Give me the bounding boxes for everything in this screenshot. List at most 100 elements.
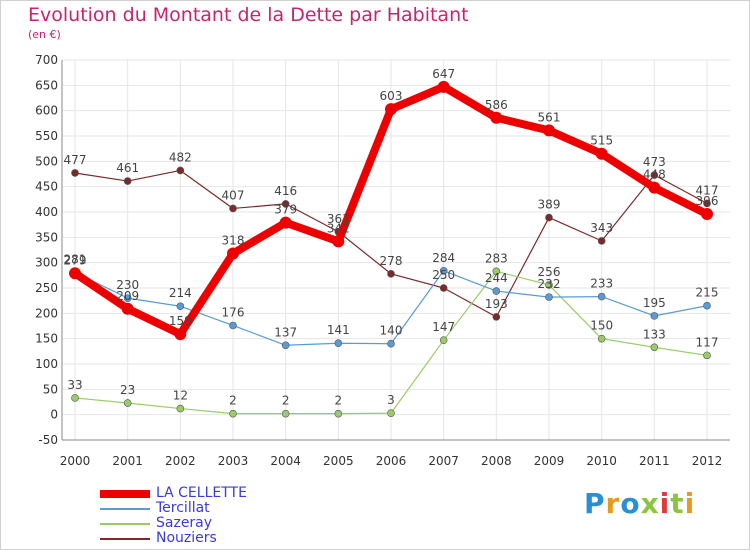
data-label: 416: [274, 184, 297, 198]
data-label: 343: [590, 221, 613, 235]
data-point: [648, 181, 661, 194]
x-tick-label: 2006: [376, 454, 407, 468]
x-tick-label: 2009: [534, 454, 565, 468]
logo-letter: r: [605, 487, 621, 520]
data-label: 12: [173, 389, 188, 403]
y-tick-label: 50: [43, 382, 58, 396]
x-tick-label: 2010: [586, 454, 617, 468]
data-label: 284: [432, 251, 455, 265]
legend-item: Nouziers: [100, 531, 247, 546]
x-tick-label: 2007: [428, 454, 459, 468]
data-label: 230: [116, 278, 139, 292]
data-point: [703, 301, 711, 310]
legend-label: LA CELLETTE: [156, 485, 247, 501]
data-point: [281, 409, 290, 418]
data-point: [123, 399, 132, 407]
data-point: [281, 341, 290, 350]
data-point: [545, 213, 553, 222]
data-point: [121, 302, 134, 315]
data-point: [492, 313, 501, 321]
data-point: [174, 328, 187, 341]
legend-item: LA CELLETTE: [100, 486, 247, 501]
legend-label: Sazeray: [156, 515, 213, 531]
data-point: [545, 293, 553, 301]
data-point: [597, 292, 606, 301]
x-tick-label: 2011: [639, 454, 670, 468]
x-tick-label: 2001: [112, 454, 143, 468]
data-label: 448: [643, 168, 666, 182]
data-point: [650, 312, 659, 320]
data-label: 147: [432, 320, 455, 334]
data-label: 150: [590, 319, 613, 333]
y-tick-label: 300: [35, 256, 58, 270]
data-point: [701, 208, 713, 221]
data-point: [176, 404, 185, 413]
data-label: 283: [485, 251, 508, 265]
data-point: [545, 281, 553, 289]
data-label: 279: [64, 253, 87, 267]
legend-swatch: [100, 537, 150, 540]
data-label: 379: [274, 203, 297, 217]
data-label: 133: [643, 327, 666, 341]
legend-label: Tercillat: [156, 500, 210, 516]
logo-letter: i: [659, 487, 671, 520]
legend-item: Sazeray: [100, 516, 247, 531]
data-point: [595, 147, 608, 160]
data-point: [229, 409, 237, 418]
legend-swatch: [100, 507, 150, 510]
chart-legend: LA CELLETTE Tercillat Sazeray Nouziers: [100, 486, 247, 546]
data-point: [650, 171, 659, 179]
data-label: 396: [696, 194, 719, 208]
data-point: [703, 351, 711, 360]
data-label: 137: [274, 325, 297, 339]
data-label: 141: [327, 323, 350, 337]
data-label: 278: [380, 254, 403, 268]
legend-swatch: [100, 489, 150, 498]
legend-label: Nouziers: [156, 530, 217, 546]
data-point: [229, 204, 237, 213]
y-tick-label: 400: [35, 205, 58, 219]
data-point: [439, 284, 448, 292]
data-label: 342: [327, 221, 350, 235]
data-label: 256: [538, 265, 561, 279]
data-label: 140: [380, 324, 403, 338]
y-tick-label: -50: [38, 433, 58, 447]
data-label: 244: [485, 271, 508, 285]
data-label: 647: [432, 67, 455, 81]
data-label: 461: [116, 161, 139, 175]
logo-letter: i: [684, 487, 696, 520]
data-point: [332, 235, 345, 248]
y-tick-label: 150: [35, 332, 58, 346]
data-label: 389: [538, 198, 561, 212]
x-tick-label: 2005: [323, 454, 354, 468]
data-label: 176: [222, 305, 245, 319]
data-label: 482: [169, 150, 192, 164]
data-point: [123, 177, 132, 185]
data-label: 407: [222, 188, 245, 202]
y-tick-label: 550: [35, 129, 58, 143]
y-tick-label: 0: [50, 408, 58, 422]
data-label: 318: [222, 234, 245, 248]
logo-letter: P: [584, 487, 606, 520]
data-label: 417: [696, 183, 719, 197]
data-point: [176, 166, 185, 175]
data-point: [387, 409, 395, 417]
data-label: 214: [169, 286, 192, 300]
data-label: 515: [590, 134, 613, 148]
data-point: [492, 267, 501, 276]
data-label: 232: [538, 277, 561, 291]
data-label: 2: [335, 394, 343, 408]
y-tick-label: 100: [35, 357, 58, 371]
data-point: [387, 339, 395, 348]
data-point: [279, 216, 292, 229]
data-point: [703, 199, 711, 208]
data-label: 33: [67, 378, 82, 392]
x-tick-label: 2002: [165, 454, 196, 468]
data-point: [123, 294, 132, 302]
proxiti-logo: Proxiti: [584, 487, 695, 520]
data-label: 23: [120, 383, 135, 397]
data-label: 233: [590, 277, 613, 291]
data-label: 2: [229, 394, 237, 408]
data-label: 586: [485, 98, 508, 112]
data-label: 361: [327, 212, 350, 226]
